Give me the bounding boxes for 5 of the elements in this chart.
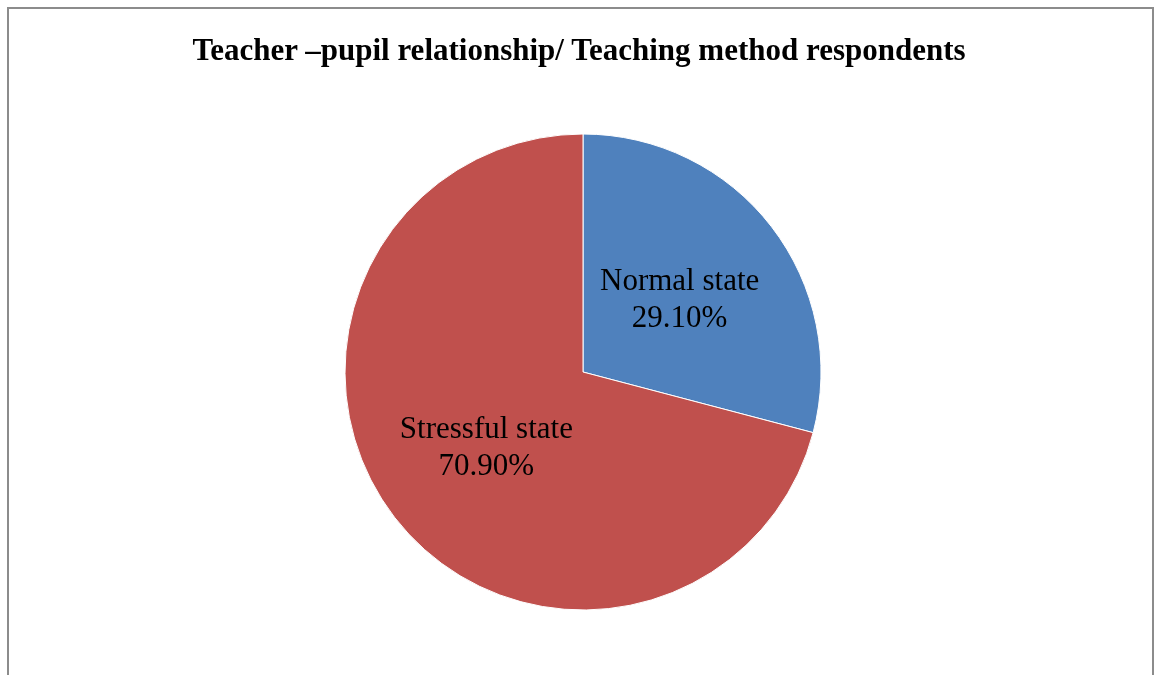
slice-label: Normal state [600, 261, 760, 297]
data-label: 70.90% [438, 447, 535, 483]
chart-title: Teacher –pupil relationship/ Teaching method respondents [192, 32, 966, 67]
data-label: 29.10% [631, 298, 728, 334]
slice-label: Stressful state [399, 410, 573, 446]
